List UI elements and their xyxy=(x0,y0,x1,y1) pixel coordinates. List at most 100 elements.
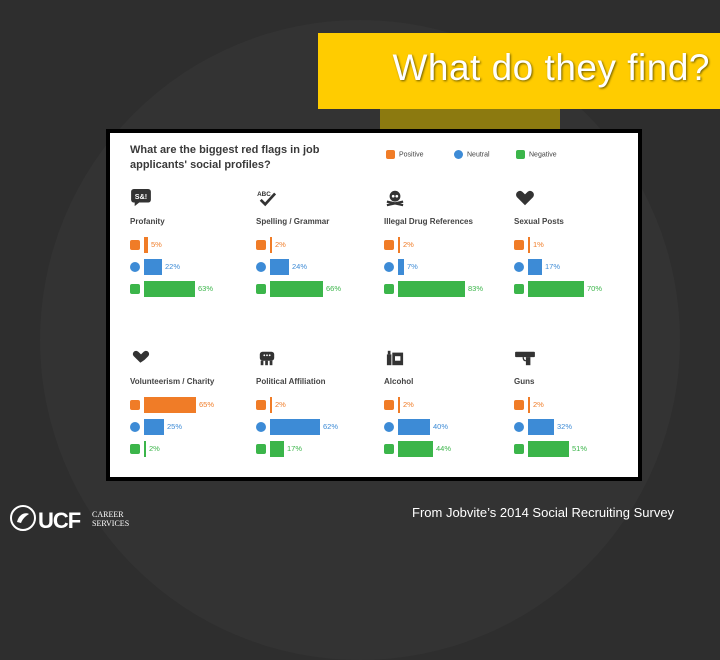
thumbs-up-icon xyxy=(384,240,394,250)
bar-negative xyxy=(270,441,284,457)
title-banner: What do they find? xyxy=(318,33,720,109)
category-block: Sexual Posts 1% 17% 70% xyxy=(514,189,639,354)
ucf-career-services-logo: UCF CAREER SERVICES xyxy=(10,505,140,533)
bar-row-negative: 66% xyxy=(256,281,381,297)
thumbs-down-icon xyxy=(514,444,524,454)
category-label: Political Affiliation xyxy=(256,377,326,386)
thumbs-down-icon xyxy=(384,284,394,294)
legend-label: Positive xyxy=(399,151,424,159)
bar-row-neutral: 32% xyxy=(514,419,639,435)
neutral-icon xyxy=(256,422,266,432)
survey-title: What are the biggest red flags in job ap… xyxy=(130,144,320,171)
bar-row-neutral: 40% xyxy=(384,419,509,435)
thumbs-down-icon xyxy=(384,444,394,454)
category-label: Spelling / Grammar xyxy=(256,217,330,226)
logo-sub-1: CAREER xyxy=(92,510,124,519)
bar-positive xyxy=(144,237,148,253)
bar-value-label: 51% xyxy=(572,444,588,453)
thumbs-up-icon xyxy=(514,400,524,410)
infographic-frame: What are the biggest red flags in job ap… xyxy=(106,129,642,481)
legend-positive: Positive xyxy=(386,150,424,159)
skull-crossbones-icon xyxy=(386,190,404,207)
bar-positive xyxy=(270,237,272,253)
bar-value-label: 22% xyxy=(165,262,181,271)
bar-negative xyxy=(270,281,323,297)
infographic-card: What are the biggest red flags in job ap… xyxy=(110,133,638,477)
thumbs-down-icon xyxy=(514,284,524,294)
slide-title: What do they find? xyxy=(392,47,710,88)
thumbs-down-icon xyxy=(130,444,140,454)
bar-neutral xyxy=(144,259,162,275)
bar-row-neutral: 7% xyxy=(384,259,509,275)
bar-negative xyxy=(144,441,146,457)
bar-neutral xyxy=(398,419,430,435)
bar-row-negative: 70% xyxy=(514,281,639,297)
thumbs-up-icon xyxy=(386,150,395,159)
bar-value-label: 2% xyxy=(533,400,544,409)
category-block: ABC Spelling / Grammar 2% 24% 66% xyxy=(256,189,381,354)
bar-neutral xyxy=(144,419,164,435)
neutral-icon xyxy=(514,422,524,432)
thumbs-up-icon xyxy=(130,240,140,250)
abc-check-icon: ABC xyxy=(257,191,277,207)
category-block: Political Affiliation 2% 62% 17% xyxy=(256,349,381,514)
bar-row-positive: 2% xyxy=(514,397,639,413)
bar-neutral xyxy=(528,419,554,435)
bar-row-positive: 2% xyxy=(256,397,381,413)
legend-label: Neutral xyxy=(467,151,490,159)
bar-negative xyxy=(144,281,195,297)
neutral-icon xyxy=(130,422,140,432)
bar-neutral xyxy=(398,259,404,275)
category-block: Volunteerism / Charity 65% 25% 2% xyxy=(130,349,255,514)
thumbs-down-icon xyxy=(256,284,266,294)
bar-value-label: 17% xyxy=(287,444,303,453)
thumbs-down-icon xyxy=(130,284,140,294)
thumbs-down-icon xyxy=(516,150,525,159)
pegasus-icon xyxy=(10,505,36,531)
bar-positive xyxy=(528,397,530,413)
bar-row-negative: 17% xyxy=(256,441,381,457)
bar-row-positive: 5% xyxy=(130,237,255,253)
heart-hand-icon xyxy=(132,350,150,366)
bar-neutral xyxy=(270,259,289,275)
gun-icon xyxy=(515,351,535,366)
bar-value-label: 7% xyxy=(407,262,418,271)
bar-value-label: 2% xyxy=(403,240,414,249)
thumbs-up-icon xyxy=(256,400,266,410)
thumbs-down-icon xyxy=(256,444,266,454)
bar-negative xyxy=(528,441,569,457)
bar-negative xyxy=(398,281,465,297)
legend-label: Negative xyxy=(529,151,557,159)
bar-negative xyxy=(398,441,433,457)
legend-neutral: Neutral xyxy=(454,150,490,159)
bar-value-label: 70% xyxy=(587,284,603,293)
bar-negative xyxy=(528,281,584,297)
bar-row-positive: 65% xyxy=(130,397,255,413)
speech-bubble-icon: S&! xyxy=(131,189,151,207)
neutral-icon xyxy=(384,262,394,272)
category-label: Profanity xyxy=(130,217,165,226)
category-label: Alcohol xyxy=(384,377,414,386)
category-block: Alcohol 2% 40% 44% xyxy=(384,349,509,514)
bar-row-positive: 2% xyxy=(256,237,381,253)
logo-subtext: CAREER SERVICES xyxy=(92,510,129,528)
bar-value-label: 40% xyxy=(433,422,449,431)
category-block: Guns 2% 32% 51% xyxy=(514,349,639,514)
bar-row-neutral: 17% xyxy=(514,259,639,275)
thumbs-up-icon xyxy=(514,240,524,250)
bar-positive xyxy=(270,397,272,413)
bar-value-label: 83% xyxy=(468,284,484,293)
bar-value-label: 66% xyxy=(326,284,342,293)
bar-value-label: 24% xyxy=(292,262,308,271)
bar-value-label: 44% xyxy=(436,444,452,453)
bar-row-positive: 2% xyxy=(384,397,509,413)
bar-value-label: 1% xyxy=(533,240,544,249)
bar-row-neutral: 25% xyxy=(130,419,255,435)
neutral-icon xyxy=(130,262,140,272)
category-block: Illegal Drug References 2% 7% 83% xyxy=(384,189,509,354)
bar-value-label: 62% xyxy=(323,422,339,431)
bar-positive xyxy=(144,397,196,413)
bar-positive xyxy=(528,237,530,253)
category-label: Guns xyxy=(514,377,535,386)
bar-row-negative: 44% xyxy=(384,441,509,457)
